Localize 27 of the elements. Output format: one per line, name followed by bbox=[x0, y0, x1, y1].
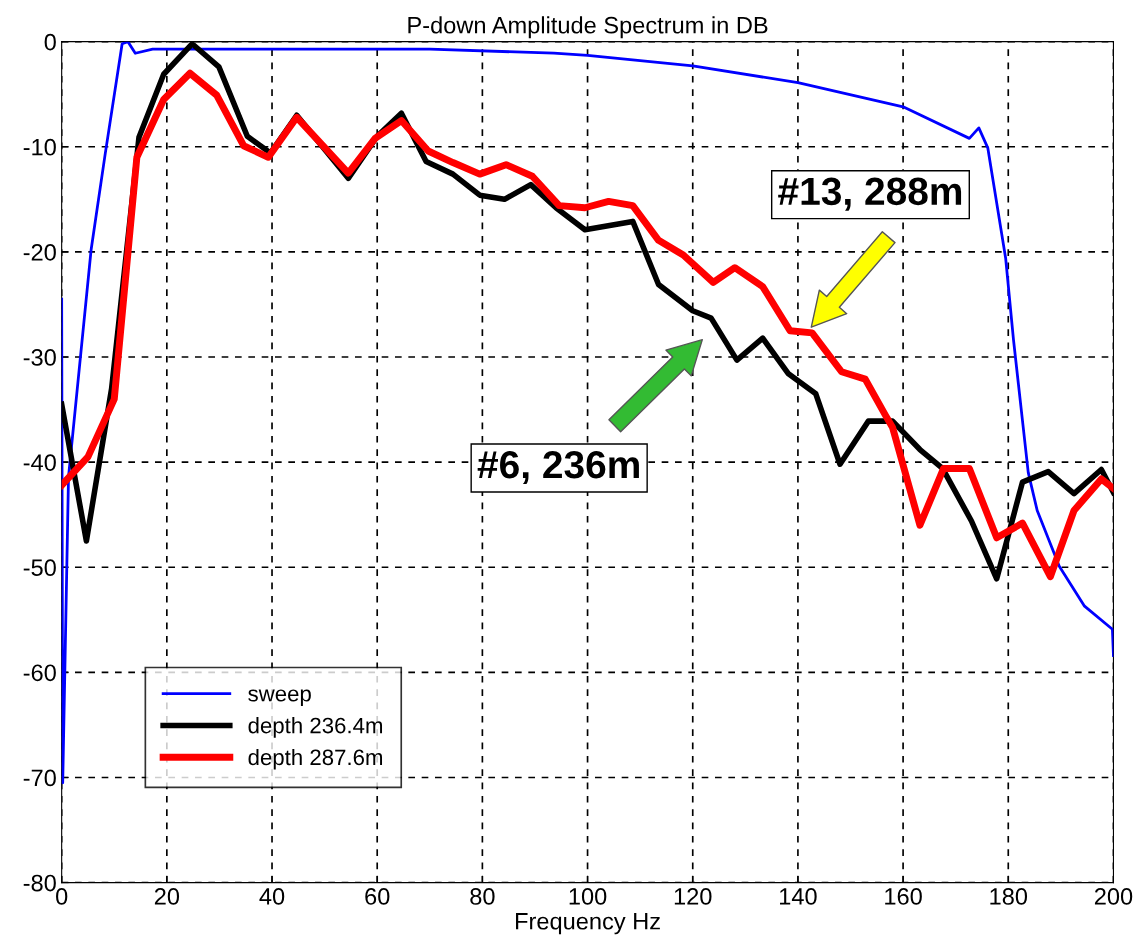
x-tick-label: 160 bbox=[885, 888, 922, 905]
y-tick-label: 0 bbox=[44, 33, 56, 51]
y-tick-label: -20 bbox=[23, 243, 56, 261]
x-tick-label: 20 bbox=[154, 888, 180, 905]
x-tick-label: 200 bbox=[1094, 888, 1133, 905]
legend-label: depth 236.4m bbox=[248, 717, 383, 738]
annotation: #13, 288m bbox=[778, 177, 962, 211]
y-tick-label: -10 bbox=[23, 138, 56, 156]
x-tick-label: 80 bbox=[470, 888, 495, 905]
y-tick-label: -60 bbox=[23, 664, 56, 682]
y-tick-label: -40 bbox=[23, 454, 56, 471]
annotation: #6, 236m bbox=[477, 450, 639, 485]
chart-title: P-down Amplitude Spectrum in DB bbox=[408, 16, 768, 39]
y-tick-label: -80 bbox=[23, 874, 56, 892]
y-tick-label: -70 bbox=[23, 769, 56, 787]
x-tick-label: 120 bbox=[674, 888, 712, 905]
x-tick-label: 180 bbox=[990, 888, 1028, 905]
y-tick-label: -50 bbox=[23, 559, 56, 577]
x-tick-label: 0 bbox=[56, 888, 68, 905]
x-tick-label: 60 bbox=[365, 888, 390, 905]
x-axis-title: Frequency Hz bbox=[516, 913, 660, 935]
x-tick-label: 140 bbox=[780, 888, 817, 905]
x-tick-label: 100 bbox=[569, 888, 607, 905]
x-tick-label: 40 bbox=[259, 888, 285, 905]
legend-label: sweep bbox=[248, 689, 311, 706]
legend-label: depth 287.6m bbox=[248, 748, 383, 770]
y-tick-label: -30 bbox=[23, 349, 56, 366]
